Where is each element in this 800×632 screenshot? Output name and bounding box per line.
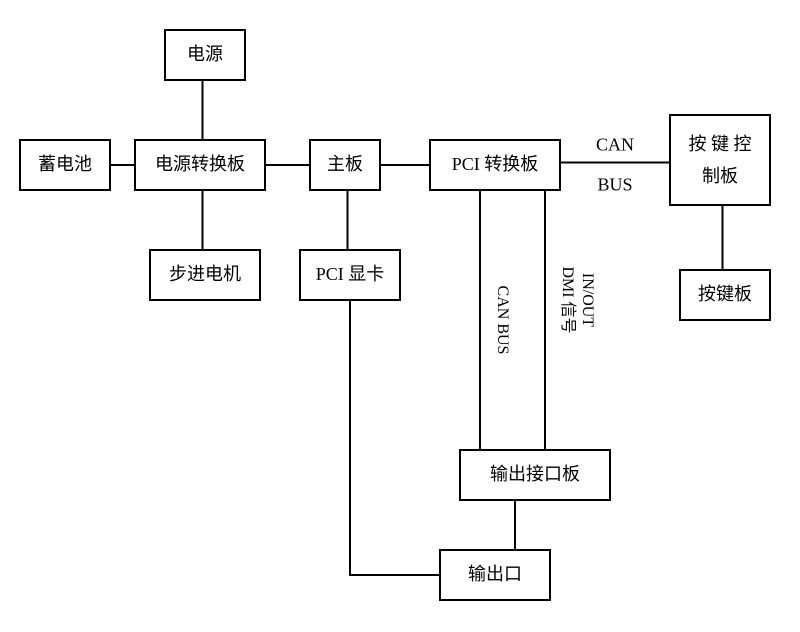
node-label-power: 电源: [187, 44, 223, 64]
node-label-out_port: 输出口: [468, 564, 522, 584]
node-label-power_conv: 电源转换板: [155, 154, 245, 174]
node-key_ctrl: [670, 115, 770, 205]
node-label-pci_conv: PCI 转换板: [452, 154, 539, 174]
node-label-out_if: 输出接口板: [490, 464, 580, 484]
node-label-pci_gpu: PCI 显卡: [316, 264, 385, 284]
edge-label-bottom: BUS: [597, 175, 632, 195]
node-label-keypad: 按键板: [698, 284, 752, 304]
edge: [350, 300, 440, 575]
edge-label-top: CAN: [596, 135, 634, 155]
node-label-mainboard: 主板: [327, 154, 363, 174]
node-label-stepper: 步进电机: [169, 264, 241, 284]
node-label-battery: 蓄电池: [38, 154, 92, 174]
edge-vlabel-dmi-1: DMI 信号: [559, 266, 577, 333]
edge-vlabel-dmi-2: IN/OUT: [579, 273, 596, 327]
node-label-key_ctrl-l1: 按 键 控: [689, 134, 752, 154]
node-label-key_ctrl-l2: 制板: [702, 166, 738, 186]
edge-vlabel-canbus: CAN BUS: [494, 286, 511, 355]
